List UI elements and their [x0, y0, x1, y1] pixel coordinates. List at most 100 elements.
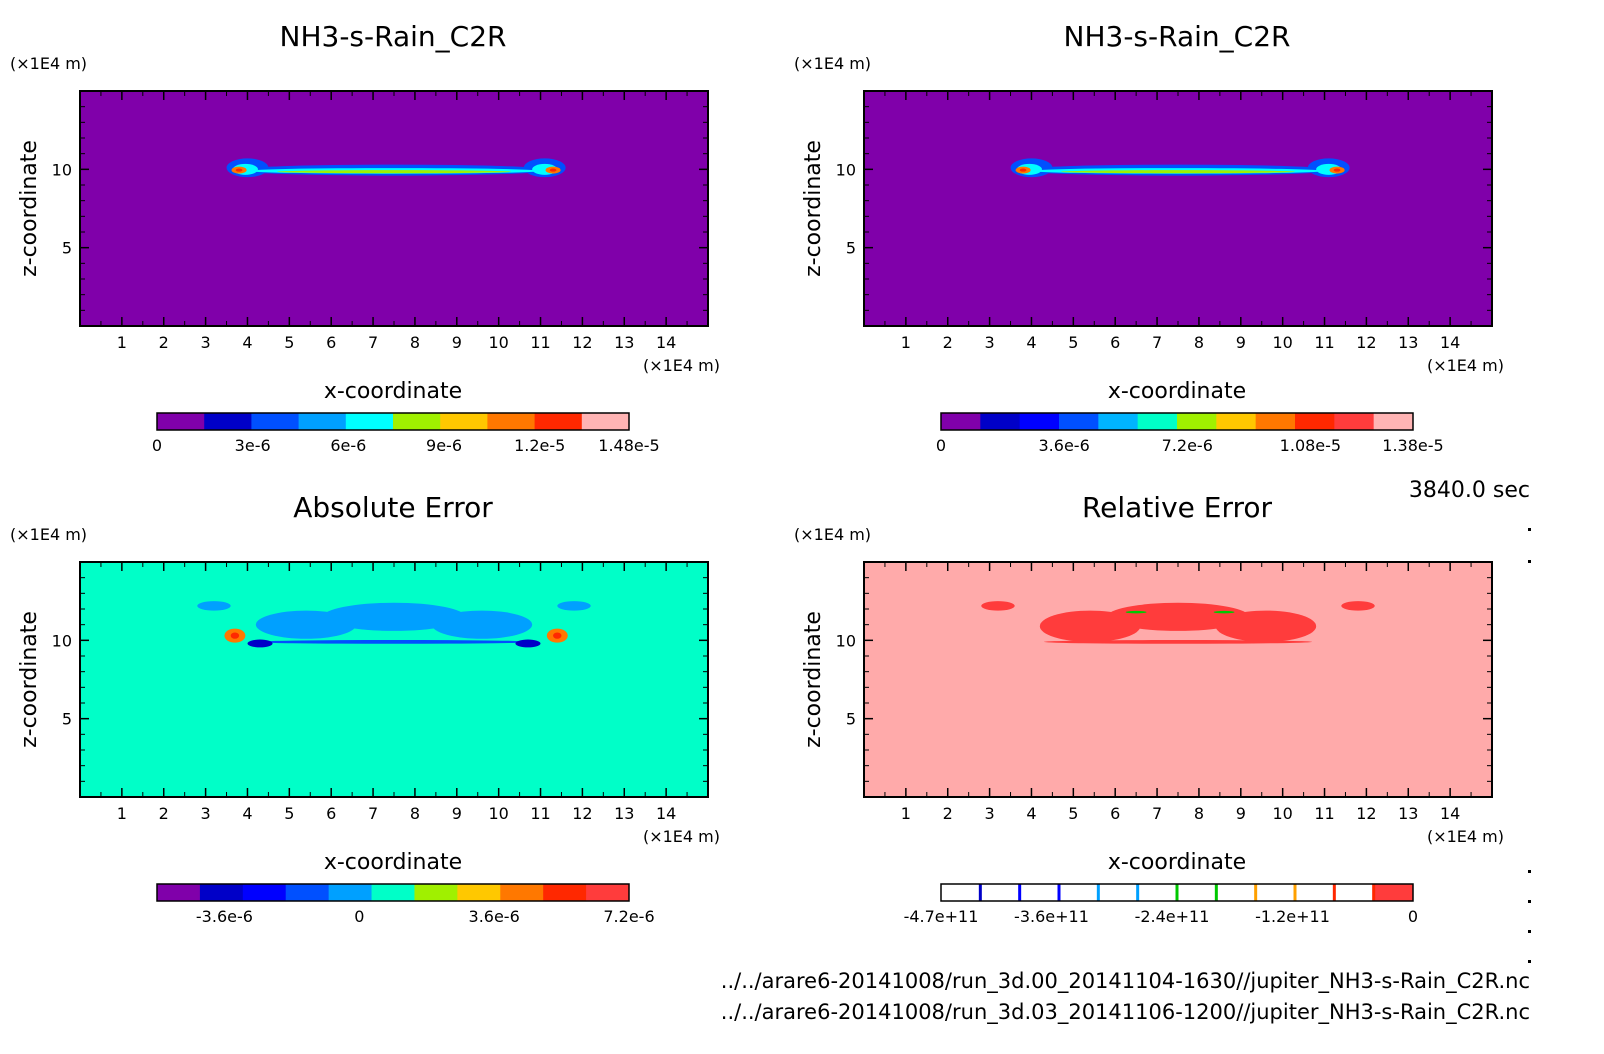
colorbar-frame — [940, 412, 1414, 431]
y-tick-label: 5 — [62, 239, 72, 258]
x-tick-label: 2 — [943, 333, 953, 352]
x-tick-label: 12 — [572, 804, 592, 823]
colorbar-swatch — [204, 413, 252, 430]
colorbar-swatch — [393, 413, 441, 430]
colorbar-swatch — [285, 884, 330, 901]
colorbar-tick-label: 3.6e-6 — [1039, 436, 1090, 455]
y-tick-label: 10 — [836, 631, 856, 650]
x-tick-label: 3 — [985, 804, 995, 823]
colorbar-frame — [156, 412, 630, 431]
x-axis-label: x-coordinate — [1108, 379, 1246, 404]
x-unit-label: (×1E4 m) — [643, 827, 720, 846]
x-tick-label: 8 — [410, 333, 420, 352]
y-tick-label: 5 — [846, 239, 856, 258]
colorbar-tick-label: 9e-6 — [426, 436, 462, 455]
colorbar-swatch — [298, 413, 347, 430]
colorbar-tick-label: 7.2e-6 — [603, 907, 654, 926]
x-tick-label: 14 — [1440, 804, 1460, 823]
colorbar-swatch — [543, 884, 587, 901]
footer-path-2: ../../arare6-20141008/run_3d.03_20141106… — [721, 1000, 1530, 1025]
x-tick-label: 1 — [117, 333, 127, 352]
plot-background — [80, 562, 708, 797]
colorbar-swatch — [251, 413, 300, 430]
footer-path-1: ../../arare6-20141008/run_3d.00_20141104… — [721, 969, 1530, 994]
contour-region — [197, 601, 231, 611]
colorbar-swatch — [487, 413, 536, 430]
x-tick-label: 4 — [1026, 333, 1036, 352]
contour-region — [230, 632, 240, 639]
colorbar-swatch — [1098, 884, 1139, 901]
colorbar-swatch — [1334, 413, 1375, 430]
colorbar: 0 3.6e-6 7.2e-6 1.08e-5 1.38e-5 — [936, 412, 1444, 455]
panels: NH3-s-Rain_C2R(×1E4 m)1 2 3 4 5 6 7 8 9 10 11 12 13 1… — [10, 20, 1504, 926]
x-tick-label: 3 — [201, 333, 211, 352]
x-tick-label: 8 — [1194, 333, 1204, 352]
colorbar-tick-label: -2.4e+11 — [1135, 907, 1210, 926]
y-axis-label: z-coordinate — [17, 140, 42, 277]
x-tick-label: 11 — [530, 804, 550, 823]
y-axis-label: z-coordinate — [17, 611, 42, 748]
colorbar-swatch — [457, 884, 501, 901]
contour-region — [247, 639, 273, 648]
colorbar-swatch — [581, 413, 630, 430]
contour-region — [515, 639, 541, 648]
panel-title: Absolute Error — [293, 491, 493, 524]
contour-region — [251, 640, 537, 644]
colorbar-swatch — [980, 884, 1021, 901]
colorbar-swatch — [1019, 884, 1060, 901]
colorbar-tick-label: 1.2e-5 — [514, 436, 565, 455]
x-tick-label: 7 — [1152, 804, 1162, 823]
x-tick-label: 11 — [1314, 804, 1334, 823]
x-tick-label: 13 — [614, 333, 634, 352]
plot-background — [864, 91, 1492, 326]
colorbar-swatch — [1373, 884, 1414, 901]
x-tick-label: 3 — [201, 804, 211, 823]
contour-region — [1125, 610, 1147, 614]
side-dot — [1528, 528, 1531, 531]
contour-region — [1215, 610, 1317, 642]
x-unit-label: (×1E4 m) — [1427, 827, 1504, 846]
colorbar-swatch — [440, 413, 488, 430]
colorbar-tick-label: -1.2e+11 — [1255, 907, 1330, 926]
colorbar-swatch — [371, 884, 415, 901]
x-tick-label: 14 — [656, 333, 676, 352]
colorbar-swatch — [1216, 413, 1257, 430]
colorbar-tick-label: 0 — [1408, 907, 1418, 926]
x-tick-label: 4 — [242, 804, 252, 823]
side-dot — [1528, 900, 1531, 903]
colorbar-swatch — [1295, 413, 1335, 430]
x-tick-label: 5 — [1068, 804, 1078, 823]
x-tick-label: 5 — [284, 804, 294, 823]
contour-region — [255, 610, 357, 639]
x-tick-label: 9 — [1236, 333, 1246, 352]
panel-2: NH3-s-Rain_C2R(×1E4 m)1 2 3 4 5 6 7 8 9 10 11 12 13 1… — [794, 20, 1504, 455]
panel-title: Relative Error — [1082, 491, 1273, 524]
y-axis-label: z-coordinate — [801, 611, 826, 748]
colorbar-swatch — [242, 884, 287, 901]
x-tick-label: 13 — [614, 804, 634, 823]
time-label: 3840.0 sec — [1409, 478, 1530, 503]
side-dot — [1528, 870, 1531, 873]
y-unit-label: (×1E4 m) — [10, 525, 87, 544]
contour-region — [1106, 602, 1250, 631]
x-tick-label: 14 — [1440, 333, 1460, 352]
colorbar-swatch — [157, 884, 201, 901]
colorbar-swatch — [1216, 884, 1257, 901]
x-tick-label: 12 — [1356, 804, 1376, 823]
x-tick-label: 13 — [1398, 333, 1418, 352]
contour-region — [1333, 168, 1341, 172]
colorbar-tick-label: 7.2e-6 — [1162, 436, 1213, 455]
y-unit-label: (×1E4 m) — [794, 525, 871, 544]
colorbar-tick-label: 1.48e-5 — [598, 436, 659, 455]
colorbar: -4.7e+11 -3.6e+11 -2.4e+11 -1.2e+11 0 — [904, 883, 1418, 926]
x-tick-label: 6 — [326, 804, 336, 823]
x-tick-label: 6 — [326, 333, 336, 352]
contour-region — [235, 168, 243, 172]
plot-background — [864, 562, 1492, 797]
x-tick-label: 1 — [901, 804, 911, 823]
x-axis-label: x-coordinate — [324, 379, 462, 404]
colorbar-swatch — [1137, 884, 1178, 901]
x-tick-label: 10 — [1272, 333, 1292, 352]
contour-region — [1019, 168, 1027, 172]
